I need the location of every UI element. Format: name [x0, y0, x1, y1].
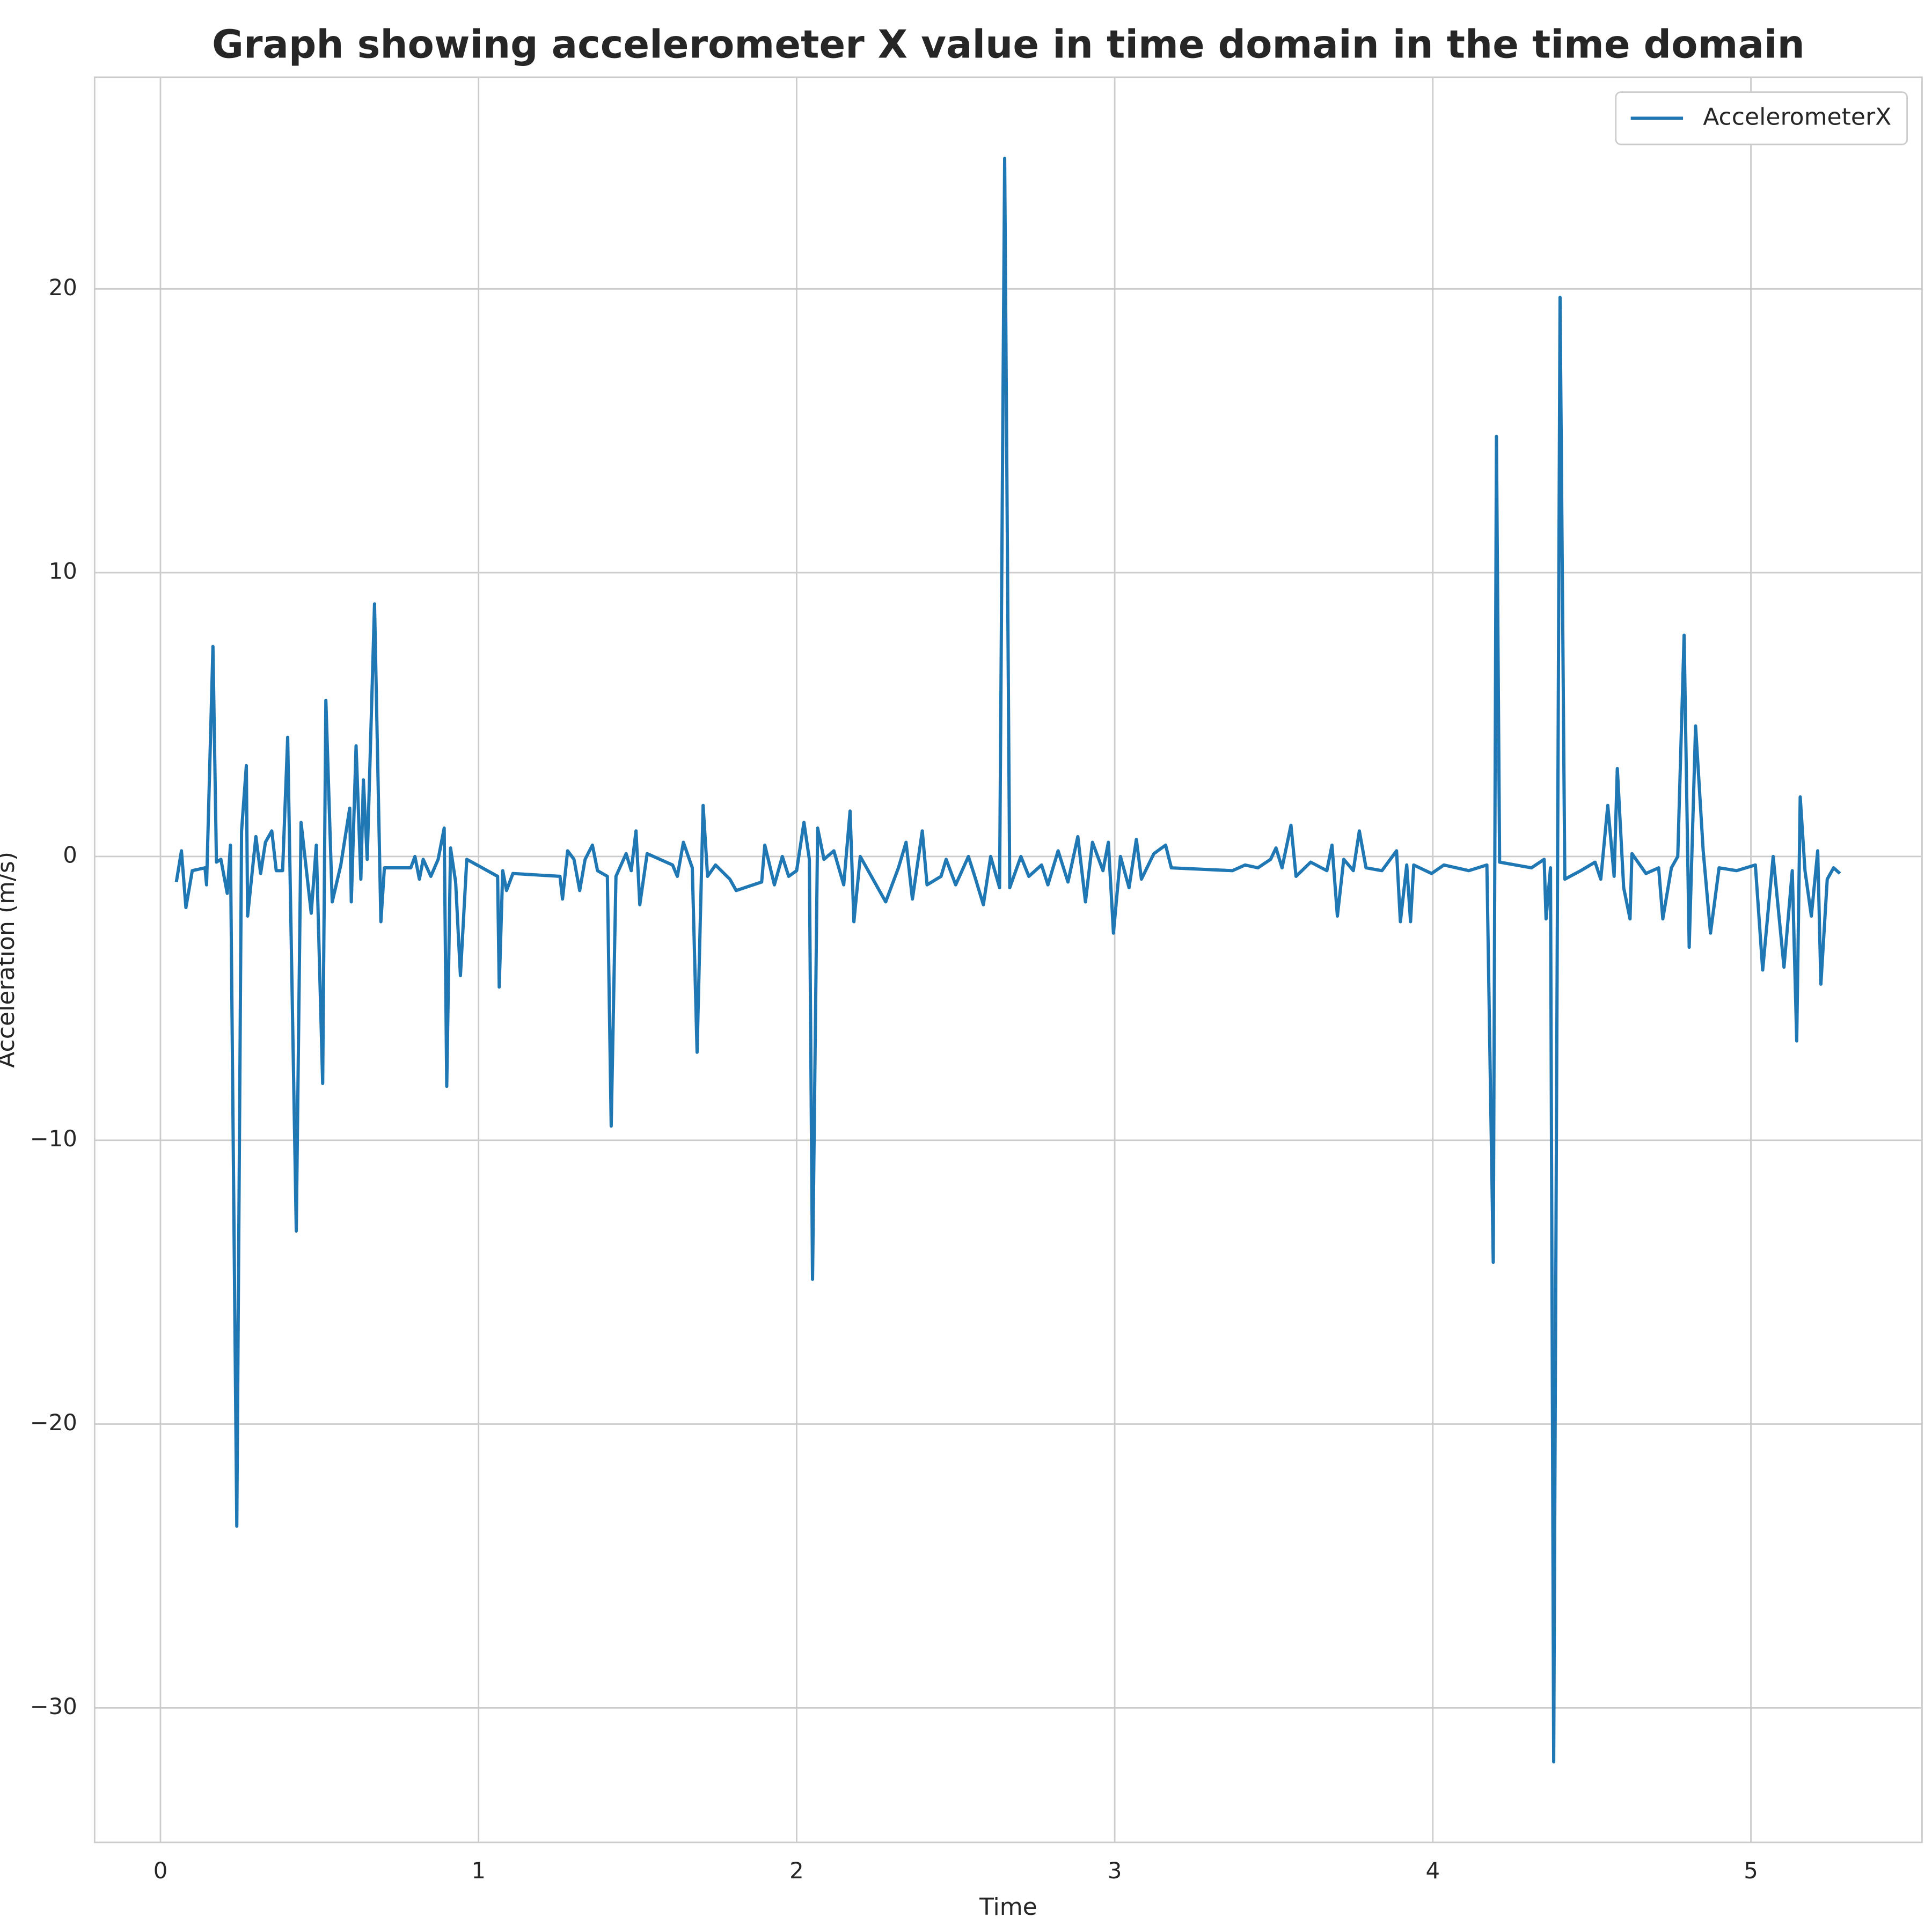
x-tick-label: 5 [1744, 1857, 1758, 1884]
plot-frame [93, 76, 1923, 1843]
data-line [174, 157, 1841, 1763]
chart-title: Graph showing accelerometer X value in t… [212, 22, 1805, 67]
y-tick-label: −30 [30, 1693, 77, 1719]
y-tick-label: 10 [49, 558, 77, 584]
legend-label: AccelerometerX [1703, 103, 1891, 130]
x-tick-label: 3 [1108, 1857, 1122, 1884]
x-tick-label: 4 [1426, 1857, 1440, 1884]
x-tick-label: 0 [153, 1857, 168, 1884]
x-tick-label: 1 [471, 1857, 486, 1884]
x-tick-label: 2 [789, 1857, 804, 1884]
legend-box [1615, 91, 1908, 145]
y-tick-label: 20 [49, 274, 77, 301]
y-tick-label: 0 [63, 841, 77, 868]
x-axis-label: Time [979, 1893, 1037, 1921]
y-tick-label: −20 [30, 1409, 77, 1436]
y-tick-label: −10 [30, 1125, 77, 1152]
y-axis-label: Acceleration (m/s) [0, 852, 20, 1068]
